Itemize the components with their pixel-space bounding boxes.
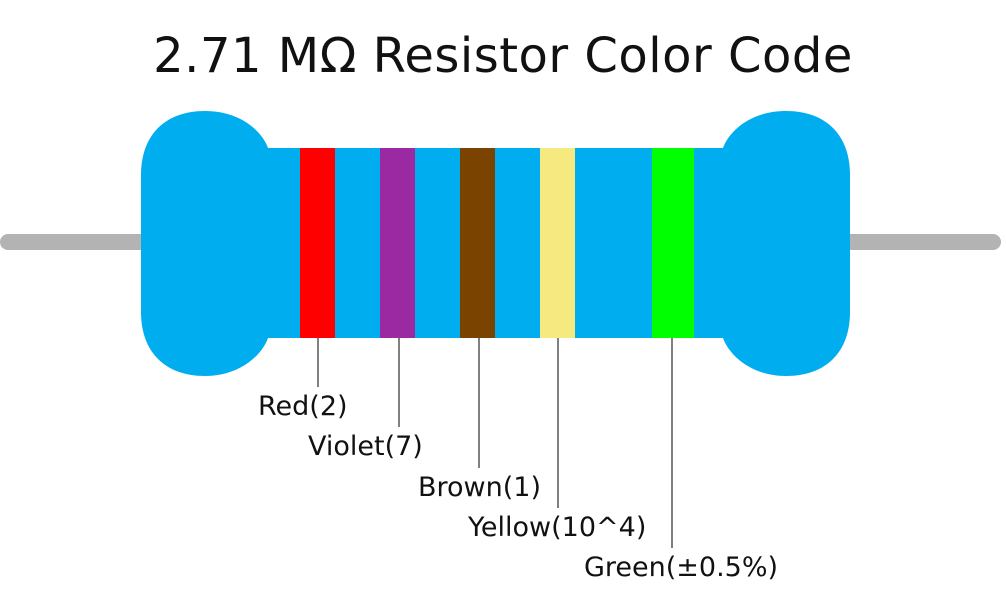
band-yellow [540,148,575,338]
band-brown [460,148,495,338]
band-label-green: Green(±0.5%) [584,552,778,583]
right-cap [723,111,850,376]
diagram-title: 2.71 MΩ Resistor Color Code [153,28,853,84]
band-red [300,148,335,338]
resistor-body [141,111,850,376]
band-green [652,148,694,338]
band-label-yellow: Yellow(10^4) [467,512,646,543]
band-label-violet: Violet(7) [308,431,423,462]
left-cap [141,111,268,376]
band-label-brown: Brown(1) [418,472,541,503]
band-violet [380,148,415,338]
band-label-red: Red(2) [258,391,348,422]
